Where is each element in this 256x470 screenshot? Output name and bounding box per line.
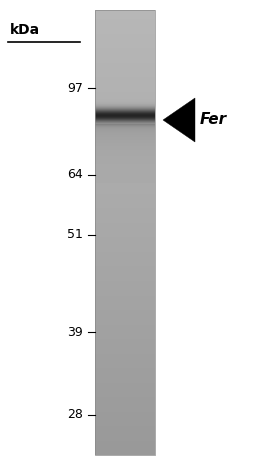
- Text: Fer: Fer: [200, 112, 227, 127]
- Bar: [95, 10, 155, 455]
- Polygon shape: [163, 98, 195, 142]
- Text: 28: 28: [67, 408, 83, 422]
- Text: 97: 97: [67, 81, 83, 94]
- Text: kDa: kDa: [10, 23, 40, 37]
- Text: 51: 51: [67, 228, 83, 242]
- Text: 64: 64: [67, 169, 83, 181]
- Text: 39: 39: [67, 326, 83, 338]
